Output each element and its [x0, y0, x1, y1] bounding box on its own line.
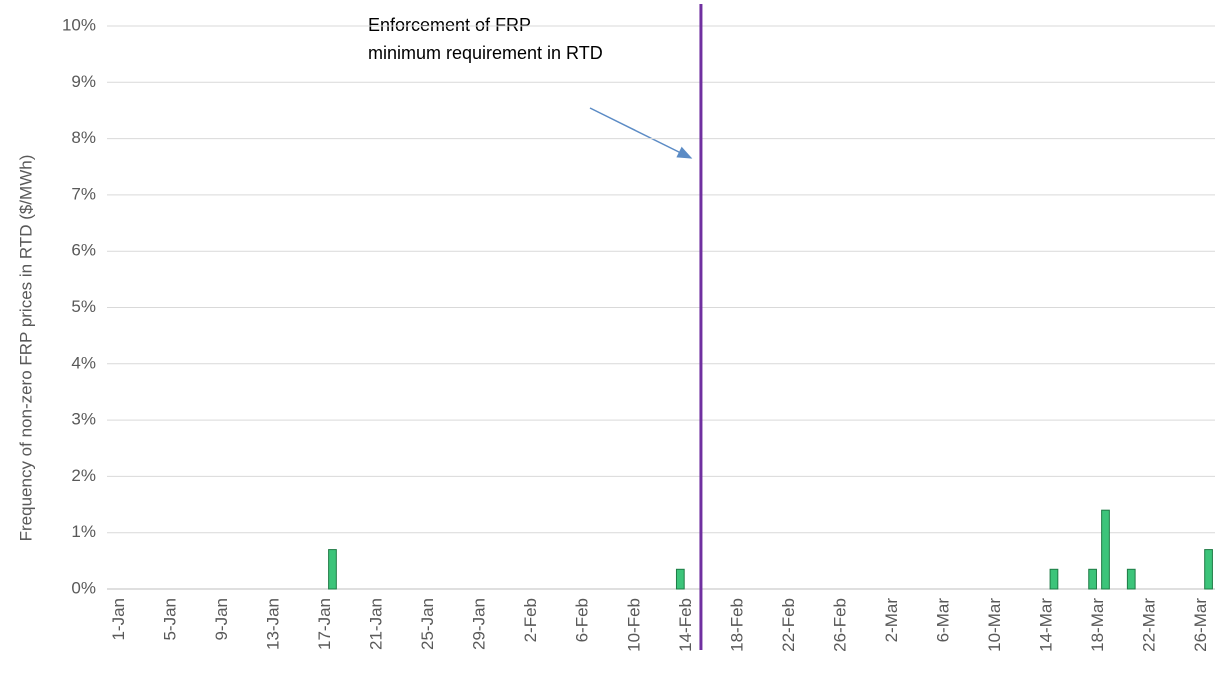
- x-tick-label: 26-Mar: [1191, 598, 1210, 652]
- x-tick-label: 25-Jan: [418, 598, 437, 650]
- y-axis-label: Frequency of non-zero FRP prices in RTD …: [16, 155, 35, 542]
- x-tick-label: 6-Feb: [573, 598, 592, 642]
- bar: [1204, 549, 1213, 590]
- y-tick-label: 0%: [71, 578, 96, 597]
- x-tick-label: 18-Feb: [727, 598, 746, 652]
- bar: [675, 568, 685, 590]
- y-tick-label: 2%: [71, 466, 96, 485]
- x-tick-label: 14-Mar: [1037, 598, 1056, 652]
- x-tick-label: 1-Jan: [109, 598, 128, 641]
- y-tick-label: 8%: [71, 128, 96, 147]
- x-tick-label: 22-Mar: [1140, 598, 1159, 652]
- y-tick-label: 6%: [71, 241, 96, 260]
- x-tick-label: 26-Feb: [830, 598, 849, 652]
- bar: [1088, 568, 1097, 590]
- bar: [1126, 568, 1136, 590]
- x-tick-label: 10-Feb: [624, 598, 643, 652]
- y-tick-label: 3%: [71, 410, 96, 429]
- y-tick-label: 5%: [71, 297, 96, 316]
- x-tick-label: 17-Jan: [315, 598, 334, 650]
- y-tick-label: 1%: [71, 522, 96, 541]
- annotation-text: Enforcement of FRP: [368, 15, 531, 35]
- x-tick-label: 14-Feb: [676, 598, 695, 652]
- y-tick-label: 10%: [62, 15, 96, 34]
- y-tick-label: 7%: [71, 184, 96, 203]
- bar: [1049, 568, 1059, 590]
- x-tick-label: 29-Jan: [470, 598, 489, 650]
- x-tick-label: 21-Jan: [367, 598, 386, 650]
- x-tick-label: 6-Mar: [933, 598, 952, 643]
- y-tick-label: 9%: [71, 72, 96, 91]
- annotation-arrow: [589, 107, 693, 159]
- bar: [328, 549, 337, 590]
- x-tick-label: 2-Mar: [882, 598, 901, 643]
- x-tick-label: 18-Mar: [1088, 598, 1107, 652]
- annotation-text: minimum requirement in RTD: [368, 43, 603, 63]
- bar: [1101, 509, 1110, 590]
- x-tick-label: 22-Feb: [779, 598, 798, 652]
- x-tick-label: 5-Jan: [160, 598, 179, 641]
- y-tick-label: 4%: [71, 353, 96, 372]
- x-tick-label: 2-Feb: [521, 598, 540, 642]
- x-tick-label: 9-Jan: [212, 598, 231, 641]
- x-tick-label: 10-Mar: [985, 598, 1004, 652]
- x-tick-label: 13-Jan: [264, 598, 283, 650]
